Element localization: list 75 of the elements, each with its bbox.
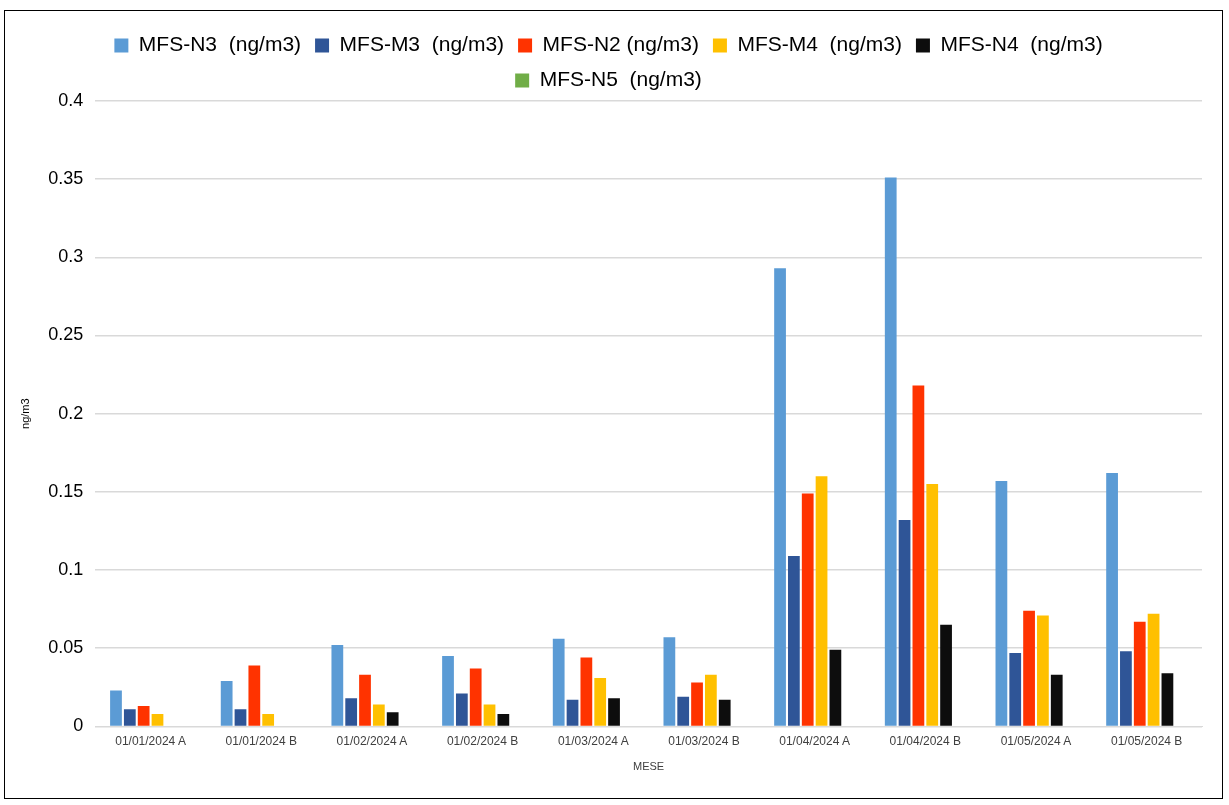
bar bbox=[677, 696, 690, 726]
bar bbox=[704, 674, 717, 726]
y-tick-label: 0 bbox=[73, 715, 84, 736]
bar bbox=[455, 693, 468, 726]
legend-label: MFS-N4 (ng/m3) bbox=[940, 32, 1103, 56]
bar bbox=[884, 177, 897, 726]
x-tick-label: 01/04/2024 B bbox=[889, 733, 962, 748]
bar bbox=[691, 682, 703, 726]
bar bbox=[469, 668, 482, 726]
x-tick-label: 01/01/2024 B bbox=[225, 733, 297, 748]
bar bbox=[234, 709, 247, 726]
bar bbox=[110, 690, 122, 726]
x-tick-label: 01/01/2024 A bbox=[115, 733, 186, 748]
x-tick-label: 01/02/2024 A bbox=[336, 733, 408, 748]
bar bbox=[497, 713, 510, 726]
bar bbox=[774, 268, 786, 726]
bar bbox=[248, 665, 261, 726]
bar bbox=[594, 677, 607, 726]
bar bbox=[940, 624, 952, 726]
y-tick-label: 0.2 bbox=[58, 402, 84, 423]
bar bbox=[1120, 651, 1132, 726]
legend-label: MFS-M3 (ng/m3) bbox=[339, 32, 505, 56]
bar bbox=[912, 385, 925, 726]
bar bbox=[1106, 473, 1118, 726]
bar bbox=[331, 645, 344, 726]
y-axis-title: ng/m3 bbox=[18, 398, 31, 429]
bar bbox=[1161, 673, 1174, 726]
bar bbox=[788, 555, 800, 726]
bar bbox=[1147, 613, 1160, 726]
bar bbox=[815, 476, 828, 726]
legend-label: MFS-M4 (ng/m3) bbox=[737, 32, 902, 56]
bar bbox=[608, 698, 620, 726]
bar bbox=[1050, 674, 1063, 726]
bar bbox=[926, 484, 939, 726]
bar bbox=[1009, 652, 1022, 726]
x-tick-label: 01/05/2024 A bbox=[1000, 733, 1072, 748]
x-tick-label: 01/03/2024 A bbox=[557, 733, 629, 748]
bar bbox=[372, 704, 385, 726]
bar bbox=[262, 713, 275, 726]
bar bbox=[829, 649, 842, 726]
bar bbox=[386, 712, 399, 726]
y-tick-label: 0.35 bbox=[48, 168, 84, 189]
bar bbox=[995, 480, 1008, 726]
legend-label: MFS-N3 (ng/m3) bbox=[138, 32, 302, 56]
bar bbox=[359, 674, 371, 726]
y-tick-label: 0.3 bbox=[58, 246, 84, 267]
bar bbox=[663, 637, 676, 726]
bar bbox=[220, 681, 233, 726]
bar bbox=[345, 698, 358, 726]
bar bbox=[552, 638, 565, 726]
bar bbox=[580, 657, 593, 726]
y-tick-label: 0.1 bbox=[58, 559, 84, 580]
bar bbox=[1133, 621, 1146, 726]
bar bbox=[442, 656, 454, 726]
y-tick-label: 0.25 bbox=[48, 324, 84, 345]
bar bbox=[483, 704, 496, 726]
y-tick-label: 0.15 bbox=[48, 480, 84, 501]
legend-label: MFS-N2 (ng/m3) bbox=[542, 32, 699, 56]
x-axis-title: MESE bbox=[633, 760, 665, 773]
y-tick-label: 0.05 bbox=[48, 637, 84, 658]
bar bbox=[1037, 615, 1049, 726]
bar bbox=[123, 709, 136, 726]
bar bbox=[137, 706, 150, 726]
bar bbox=[151, 713, 164, 726]
bar bbox=[801, 493, 814, 726]
x-tick-label: 01/04/2024 A bbox=[779, 733, 850, 748]
y-tick-label: 0.4 bbox=[58, 89, 84, 110]
bar bbox=[566, 699, 579, 726]
bar bbox=[1023, 610, 1035, 726]
x-tick-label: 01/05/2024 B bbox=[1110, 733, 1183, 748]
x-tick-label: 01/03/2024 B bbox=[668, 733, 740, 748]
legend-label: MFS-N5 (ng/m3) bbox=[539, 67, 702, 91]
bar bbox=[898, 520, 911, 726]
bar bbox=[718, 699, 731, 726]
x-tick-label: 01/02/2024 B bbox=[446, 733, 519, 748]
